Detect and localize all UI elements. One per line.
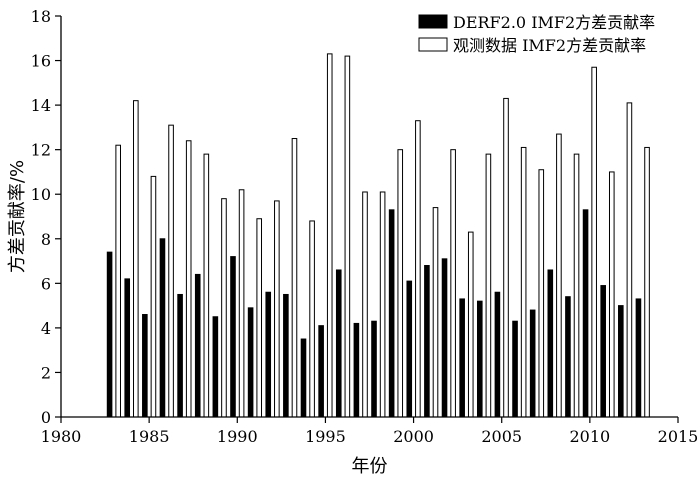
bar-observed-2010 xyxy=(591,66,597,418)
bar-observed-1998 xyxy=(379,191,386,418)
bar-derf-1997 xyxy=(353,322,360,418)
bar-derf-2005 xyxy=(494,291,501,418)
bar-observed-1996 xyxy=(344,55,351,418)
bar-observed-1985 xyxy=(150,175,157,418)
bar-observed-2011 xyxy=(608,171,615,418)
x-tick-label: 1980 xyxy=(41,427,82,446)
bar-derf-1983 xyxy=(106,251,113,418)
bar-derf-1985 xyxy=(142,314,148,418)
bar-derf-2009 xyxy=(565,296,571,418)
x-tick-label: 2005 xyxy=(481,427,522,446)
bar-observed-1991 xyxy=(256,218,263,418)
bar-derf-1996 xyxy=(335,269,342,418)
ticks-group: 0 2 4 6 8 10 12 14 16 18 1980 1985 1990 1995 2000 2005 2… xyxy=(31,7,699,446)
bar-observed-2007 xyxy=(538,169,545,418)
bar-observed-2001 xyxy=(432,207,439,418)
bar-observed-1986 xyxy=(168,124,174,418)
bar-observed-1993 xyxy=(291,138,298,418)
bar-derf-1993 xyxy=(283,293,289,418)
y-tick-label: 6 xyxy=(41,274,51,293)
y-tick-label: 14 xyxy=(31,96,51,115)
bar-observed-1989 xyxy=(221,198,227,418)
bar-derf-2011 xyxy=(600,285,606,418)
bar-observed-2008 xyxy=(556,133,562,418)
bar-derf-1984 xyxy=(124,278,131,418)
y-tick-label: 12 xyxy=(31,141,51,160)
bar-observed-2012 xyxy=(626,102,633,418)
y-tick-label: 4 xyxy=(41,319,51,338)
bar-derf-2013 xyxy=(635,298,642,418)
x-tick-label: 2015 xyxy=(658,427,699,446)
legend-label-derf: DERF2.0 IMF2方差贡献率 xyxy=(453,13,655,32)
bar-derf-1988 xyxy=(194,273,201,418)
bar-derf-2003 xyxy=(459,298,465,418)
bar-derf-2001 xyxy=(424,265,430,418)
bar-observed-1999 xyxy=(397,149,404,418)
bar-observed-2003 xyxy=(467,231,474,418)
bar-derf-2007 xyxy=(529,309,536,418)
bar-observed-1988 xyxy=(203,153,210,418)
x-tick-label: 1990 xyxy=(217,427,258,446)
bar-derf-1991 xyxy=(247,307,254,418)
bar-observed-2004 xyxy=(485,153,492,418)
bar-observed-2009 xyxy=(573,153,580,418)
bar-derf-1999 xyxy=(388,209,395,418)
bar-derf-1990 xyxy=(230,256,236,418)
legend-swatch-observed xyxy=(418,37,448,52)
bar-derf-2002 xyxy=(441,258,448,418)
bar-observed-2002 xyxy=(450,149,456,418)
axes-group xyxy=(60,16,678,418)
bar-derf-1992 xyxy=(265,291,272,418)
legend: DERF2.0 IMF2方差贡献率 观测数据 IMF2方差贡献率 xyxy=(418,13,655,55)
bar-derf-1989 xyxy=(212,316,219,418)
bar-derf-2006 xyxy=(512,320,518,418)
bar-observed-2013 xyxy=(644,146,650,418)
y-tick-label: 16 xyxy=(31,52,51,71)
bar-observed-2000 xyxy=(415,120,421,418)
y-tick-label: 10 xyxy=(31,185,51,204)
bar-derf-2010 xyxy=(582,209,589,418)
y-tick-label: 2 xyxy=(41,363,51,382)
legend-label-observed: 观测数据 IMF2方差贡献率 xyxy=(453,36,646,55)
bar-observed-1997 xyxy=(362,191,368,418)
bar-derf-1994 xyxy=(300,338,307,418)
bar-observed-1994 xyxy=(309,220,315,418)
x-tick-label: 1985 xyxy=(129,427,170,446)
bar-derf-2004 xyxy=(476,300,483,418)
bar-derf-1987 xyxy=(177,293,183,418)
bar-derf-2012 xyxy=(618,305,624,418)
bars-group xyxy=(106,53,650,418)
bar-derf-1995 xyxy=(318,325,324,418)
legend-swatch-derf xyxy=(418,14,448,29)
bar-observed-1983 xyxy=(115,144,121,418)
bar-observed-1984 xyxy=(133,100,139,418)
bar-observed-1995 xyxy=(326,53,333,418)
y-tick-label: 8 xyxy=(41,230,51,249)
y-tick-label: 0 xyxy=(41,408,51,427)
x-tick-label: 1995 xyxy=(305,427,346,446)
x-tick-label: 2000 xyxy=(393,427,434,446)
bar-derf-1986 xyxy=(159,238,166,418)
bar-derf-1998 xyxy=(371,320,377,418)
bar-observed-2005 xyxy=(503,97,509,418)
x-axis-title: 年份 xyxy=(352,456,388,477)
bar-observed-1990 xyxy=(238,189,245,418)
bar-observed-1987 xyxy=(185,140,192,418)
bar-derf-2008 xyxy=(547,269,554,418)
bar-observed-2006 xyxy=(520,146,527,418)
bar-observed-1992 xyxy=(274,200,280,418)
y-tick-label: 18 xyxy=(31,7,51,26)
y-axis-title: 方差贡献率/% xyxy=(7,160,28,273)
x-tick-label: 2010 xyxy=(569,427,610,446)
bar-derf-2000 xyxy=(406,280,413,418)
